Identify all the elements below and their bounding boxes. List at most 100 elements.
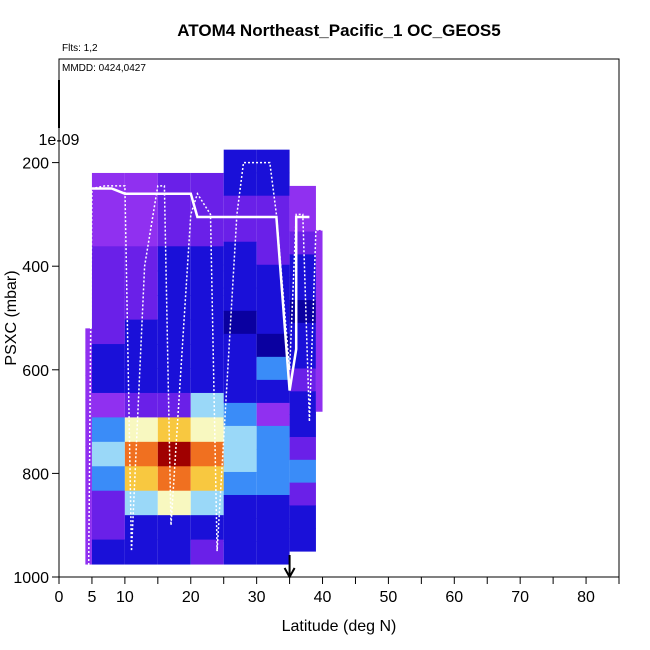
heatmap-cell bbox=[223, 264, 257, 289]
heatmap-cell bbox=[124, 344, 158, 370]
x-tick-label: 30 bbox=[248, 589, 266, 606]
heatmap-cell bbox=[124, 417, 158, 443]
y-axis: 200 400 600 800 1000 bbox=[13, 156, 59, 587]
heatmap-cell bbox=[315, 385, 323, 412]
heatmap-cell bbox=[91, 270, 125, 296]
heatmap-cell bbox=[256, 241, 290, 266]
heatmap-cell bbox=[124, 392, 158, 418]
heatmap-cell bbox=[256, 425, 290, 450]
heatmap-cell bbox=[190, 417, 224, 443]
heatmap-cell bbox=[190, 172, 224, 198]
heatmap-cell bbox=[157, 221, 191, 247]
heatmap-cell bbox=[256, 333, 290, 358]
heatmap-cell bbox=[190, 270, 224, 296]
heatmap-cell bbox=[256, 149, 290, 174]
heatmap-cell bbox=[157, 417, 191, 443]
x-tick-label: 40 bbox=[314, 589, 332, 606]
heatmap-cell bbox=[289, 459, 316, 484]
heatmap-cell bbox=[223, 287, 257, 312]
heatmap-cell bbox=[190, 392, 224, 418]
heatmap-cell bbox=[289, 322, 316, 347]
heatmap-cell bbox=[190, 539, 224, 565]
heatmap-cell bbox=[124, 295, 158, 321]
heatmap-cell bbox=[256, 172, 290, 197]
heatmap-cell bbox=[124, 539, 158, 565]
heatmap-cell bbox=[124, 221, 158, 247]
heatmap-cell bbox=[223, 541, 257, 565]
heatmap-cell bbox=[91, 417, 125, 443]
heatmap-cell bbox=[190, 319, 224, 345]
latitude-marker-arrow bbox=[283, 555, 296, 580]
heatmap-cell bbox=[91, 515, 125, 541]
heatmap-cell bbox=[91, 246, 125, 272]
heatmap-cell bbox=[91, 344, 125, 370]
heatmap-cell bbox=[315, 307, 323, 335]
heatmap-cell bbox=[315, 255, 323, 283]
heatmap-cell bbox=[190, 344, 224, 370]
heatmap-cell bbox=[315, 281, 323, 309]
heatmap-cell bbox=[157, 344, 191, 370]
marker-head bbox=[283, 567, 296, 580]
heatmap-cell bbox=[256, 402, 290, 427]
heatmap-cell bbox=[157, 246, 191, 272]
heatmap-cell bbox=[289, 414, 316, 438]
heatmap-cell bbox=[289, 208, 316, 233]
heatmap-cell bbox=[289, 300, 316, 324]
heatmap-cell bbox=[157, 515, 191, 541]
heatmap-cell bbox=[91, 392, 125, 418]
heatmap-cell bbox=[190, 441, 224, 467]
heatmap-layer bbox=[85, 149, 323, 565]
x-tick-label: 0 bbox=[55, 589, 64, 606]
x-tick-label: 50 bbox=[380, 589, 398, 606]
heatmap-cell bbox=[289, 391, 316, 415]
heatmap-cell bbox=[85, 446, 92, 471]
heatmap-cell bbox=[256, 310, 290, 335]
heatmap-cell bbox=[157, 490, 191, 516]
flight-track-line bbox=[87, 161, 323, 578]
heatmap-cell bbox=[91, 295, 125, 321]
heatmap-cell bbox=[256, 264, 290, 289]
heatmap-cell bbox=[256, 541, 290, 565]
heatmap-cell bbox=[256, 287, 290, 312]
heatmap-cell bbox=[223, 379, 257, 404]
x-tick-label: 5 bbox=[87, 589, 96, 606]
heatmap-cell bbox=[190, 466, 224, 492]
heatmap-cell bbox=[289, 482, 316, 506]
heatmap-cell bbox=[223, 218, 257, 243]
heatmap-cell bbox=[223, 333, 257, 358]
y-extra-label: 1e-09 bbox=[39, 132, 80, 149]
flight-track-line bbox=[91, 187, 310, 391]
heatmap-cell bbox=[91, 197, 125, 223]
heatmap-cell bbox=[190, 246, 224, 272]
heatmap-cell bbox=[91, 490, 125, 516]
x-tick-label: 70 bbox=[511, 589, 529, 606]
heatmap-cell bbox=[289, 185, 316, 210]
heatmap-cell bbox=[124, 246, 158, 272]
x-tick-label: 60 bbox=[445, 589, 463, 606]
heatmap-cell bbox=[289, 528, 316, 552]
heatmap-cell bbox=[85, 375, 92, 400]
heatmap-cell bbox=[85, 469, 92, 494]
heatmap-cell bbox=[223, 195, 257, 220]
heatmap-cell bbox=[124, 490, 158, 516]
y-tick-label: 200 bbox=[22, 156, 49, 173]
dates-note: MMDD: 0424,0427 bbox=[62, 63, 146, 74]
heatmap-cell bbox=[85, 351, 92, 376]
x-tick-label: 80 bbox=[577, 589, 595, 606]
chart-title: ATOM4 Northeast_Pacific_1 OC_GEOS5 bbox=[177, 21, 500, 40]
heatmap-cell bbox=[157, 441, 191, 467]
heatmap-cell bbox=[91, 319, 125, 345]
heatmap-cell bbox=[256, 518, 290, 542]
heatmap-cell bbox=[157, 466, 191, 492]
heatmap-cell bbox=[91, 221, 125, 247]
y-axis-label: PSXC (mbar) bbox=[3, 270, 20, 365]
x-tick-label: 10 bbox=[116, 589, 134, 606]
heatmap-cell bbox=[157, 295, 191, 321]
y-tick-label: 600 bbox=[22, 363, 49, 380]
heatmap-cell bbox=[124, 270, 158, 296]
heatmap-cell bbox=[91, 441, 125, 467]
heatmap-cell bbox=[256, 471, 290, 496]
flight-tracks bbox=[87, 161, 323, 578]
heatmap-cell bbox=[223, 149, 257, 174]
heatmap-cell bbox=[124, 441, 158, 467]
